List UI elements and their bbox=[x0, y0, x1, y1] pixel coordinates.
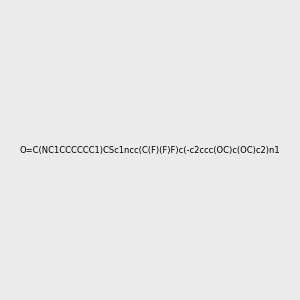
Text: O=C(NC1CCCCCC1)CSc1ncc(C(F)(F)F)c(-c2ccc(OC)c(OC)c2)n1: O=C(NC1CCCCCC1)CSc1ncc(C(F)(F)F)c(-c2ccc… bbox=[20, 146, 280, 154]
